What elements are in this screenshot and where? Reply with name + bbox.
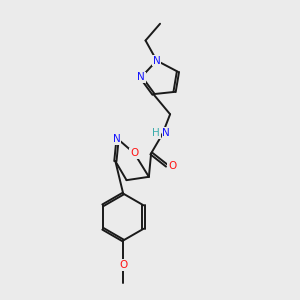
Text: N: N: [137, 72, 145, 82]
Text: O: O: [130, 148, 139, 158]
Text: O: O: [168, 160, 176, 171]
Text: N: N: [162, 128, 170, 138]
Text: H: H: [152, 128, 160, 138]
Text: N: N: [112, 134, 120, 144]
Text: N: N: [153, 56, 160, 66]
Text: O: O: [119, 260, 127, 270]
